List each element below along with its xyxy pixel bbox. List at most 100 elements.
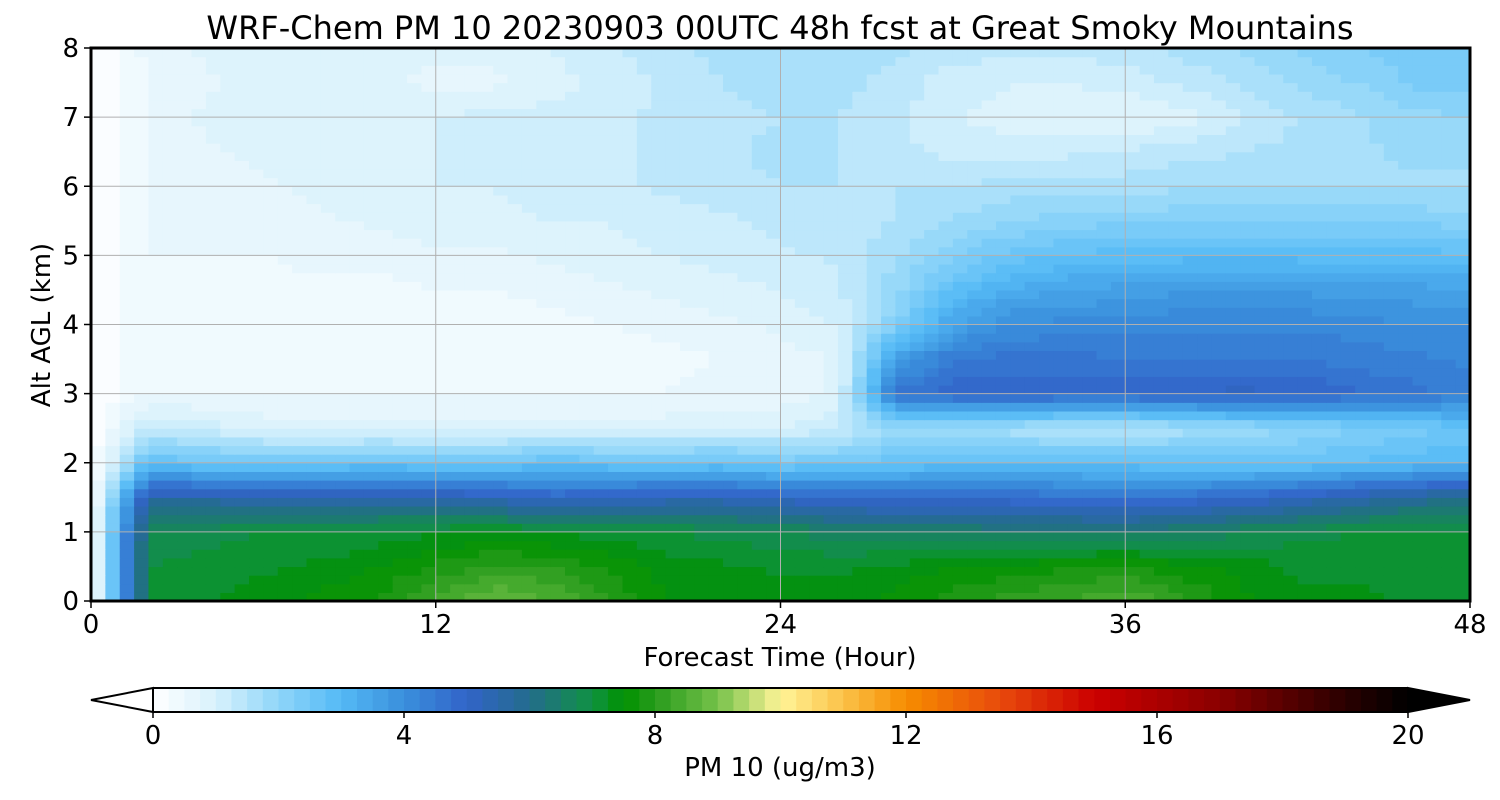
heatmap-cell — [967, 151, 983, 161]
heatmap-cell — [1197, 549, 1213, 559]
heatmap-cell — [450, 194, 466, 205]
heatmap-cell — [1197, 186, 1213, 196]
heatmap-cell — [981, 168, 997, 179]
heatmap-cell — [608, 428, 624, 438]
heatmap-cell — [694, 229, 710, 239]
heatmap-cell — [1197, 575, 1213, 585]
heatmap-cell — [622, 324, 638, 334]
heatmap-cell — [1168, 592, 1184, 601]
heatmap-cell — [349, 160, 365, 170]
heatmap-cell — [249, 194, 264, 205]
heatmap-cell — [1311, 341, 1327, 352]
heatmap-cell — [665, 402, 681, 412]
heatmap-cell — [881, 307, 897, 317]
heatmap-cell — [1412, 531, 1428, 542]
heatmap-cell — [1412, 583, 1428, 593]
heatmap-cell — [593, 359, 609, 369]
heatmap-cell — [981, 419, 997, 429]
heatmap-cell — [708, 264, 724, 274]
heatmap-cell — [493, 177, 509, 187]
heatmap-cell — [91, 341, 106, 352]
heatmap-cell — [1398, 410, 1414, 421]
heatmap-cell — [91, 462, 106, 472]
heatmap-cell — [1082, 428, 1098, 438]
heatmap-cell — [234, 480, 250, 490]
heatmap-cell — [636, 168, 652, 179]
heatmap-cell — [608, 575, 624, 585]
heatmap-cell — [1455, 514, 1470, 524]
heatmap-cell — [478, 264, 494, 274]
heatmap-cell — [608, 376, 624, 386]
heatmap-cell — [651, 324, 667, 334]
heatmap-cell — [1168, 376, 1184, 386]
heatmap-cell — [1441, 410, 1457, 421]
heatmap-cell — [1082, 531, 1098, 542]
heatmap-cell — [737, 393, 753, 403]
heatmap-cell — [1139, 333, 1155, 343]
heatmap-cell — [435, 592, 451, 601]
heatmap-cell — [363, 549, 379, 559]
heatmap-cell — [407, 540, 422, 550]
heatmap-cell — [665, 454, 681, 464]
heatmap-cell — [1067, 592, 1083, 601]
heatmap-cell — [191, 367, 207, 377]
heatmap-cell — [191, 333, 207, 343]
heatmap-cell — [995, 333, 1011, 343]
heatmap-cell — [378, 566, 394, 576]
heatmap-cell — [1398, 151, 1414, 161]
heatmap-cell — [565, 566, 580, 576]
heatmap-cell — [665, 410, 681, 421]
heatmap-cell — [1024, 151, 1040, 161]
heatmap-cell — [1110, 480, 1126, 490]
heatmap-cell — [1225, 592, 1241, 601]
heatmap-cell — [1110, 289, 1126, 300]
heatmap-cell — [608, 566, 624, 576]
heatmap-cell — [1110, 566, 1126, 576]
heatmap-cell — [924, 514, 940, 524]
heatmap-cell — [565, 376, 580, 386]
heatmap-cell — [1139, 575, 1155, 585]
heatmap-cell — [593, 480, 609, 490]
heatmap-cell — [392, 419, 408, 429]
heatmap-cell — [694, 583, 710, 593]
heatmap-cell — [435, 583, 451, 593]
heatmap-cell — [708, 575, 724, 585]
heatmap-cell — [320, 514, 336, 524]
heatmap-cell — [306, 402, 322, 412]
heatmap-cell — [737, 410, 753, 421]
heatmap-cell — [1125, 505, 1141, 516]
heatmap-cell — [895, 298, 911, 308]
heatmap-cell — [565, 523, 580, 533]
heatmap-cell — [392, 203, 408, 213]
heatmap-cell — [507, 549, 523, 559]
heatmap-cell — [205, 289, 221, 300]
heatmap-cell — [967, 445, 983, 455]
heatmap-cell — [1441, 566, 1457, 576]
heatmap-cell — [234, 186, 250, 196]
heatmap-cell — [1139, 384, 1155, 395]
heatmap-cell — [809, 272, 825, 282]
heatmap-cell — [134, 514, 150, 524]
heatmap-cell — [1168, 575, 1184, 585]
heatmap-cell — [895, 168, 911, 179]
heatmap-cell — [1197, 220, 1213, 231]
heatmap-cell — [220, 480, 236, 490]
heatmap-cell — [924, 203, 940, 213]
heatmap-cell — [1326, 212, 1342, 222]
heatmap-cell — [1153, 505, 1169, 516]
heatmap-cell — [162, 350, 178, 360]
heatmap-cell — [407, 315, 422, 326]
heatmap-cell — [809, 376, 825, 386]
heatmap-cell — [536, 151, 552, 161]
heatmap-cell — [1153, 549, 1169, 559]
heatmap-cell — [349, 238, 365, 248]
heatmap-cell — [981, 160, 997, 170]
heatmap-cell — [751, 549, 767, 559]
heatmap-cell — [809, 246, 825, 256]
heatmap-cell — [1326, 454, 1342, 464]
heatmap-cell — [1067, 298, 1083, 308]
heatmap-cell — [1110, 160, 1126, 170]
heatmap-cell — [335, 298, 351, 308]
heatmap-cell — [1039, 255, 1055, 265]
heatmap-cell — [1369, 264, 1385, 274]
